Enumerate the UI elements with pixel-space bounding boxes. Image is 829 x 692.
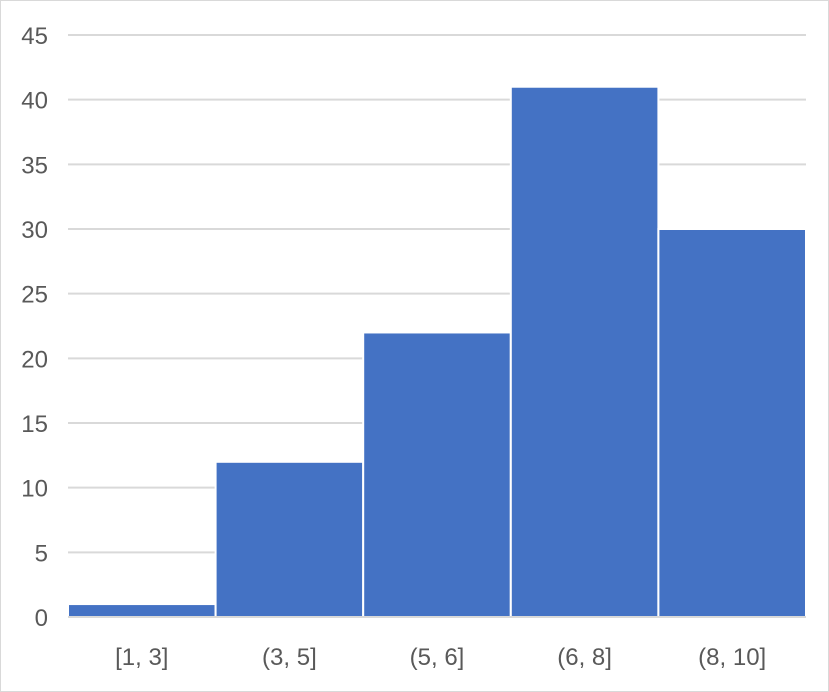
x-tick-label: (8, 10] <box>698 644 766 671</box>
y-tick-label: 10 <box>21 476 48 503</box>
y-tick-label: 45 <box>21 23 48 50</box>
y-tick-label: 20 <box>21 346 48 373</box>
bars <box>67 85 808 618</box>
y-tick-label: 25 <box>21 282 48 309</box>
x-tick-label: (6, 8] <box>557 644 612 671</box>
y-axis-ticks: 0 5 10 15 20 25 30 35 40 45 <box>21 23 48 632</box>
y-tick-label: 5 <box>35 540 48 567</box>
bar <box>657 228 808 618</box>
y-tick-label: 35 <box>21 152 48 179</box>
x-tick-label: (5, 6] <box>410 644 465 671</box>
x-axis-ticks: [1, 3] (3, 5] (5, 6] (6, 8] (8, 10] <box>115 644 766 671</box>
y-tick-label: 0 <box>35 605 48 632</box>
bar <box>509 85 660 618</box>
bar <box>214 460 365 618</box>
bar <box>67 603 217 618</box>
y-tick-label: 40 <box>21 88 48 115</box>
x-tick-label: (3, 5] <box>262 644 317 671</box>
bar <box>362 331 512 618</box>
x-tick-label: [1, 3] <box>115 644 168 671</box>
y-tick-label: 30 <box>21 217 48 244</box>
y-tick-label: 15 <box>21 411 48 438</box>
